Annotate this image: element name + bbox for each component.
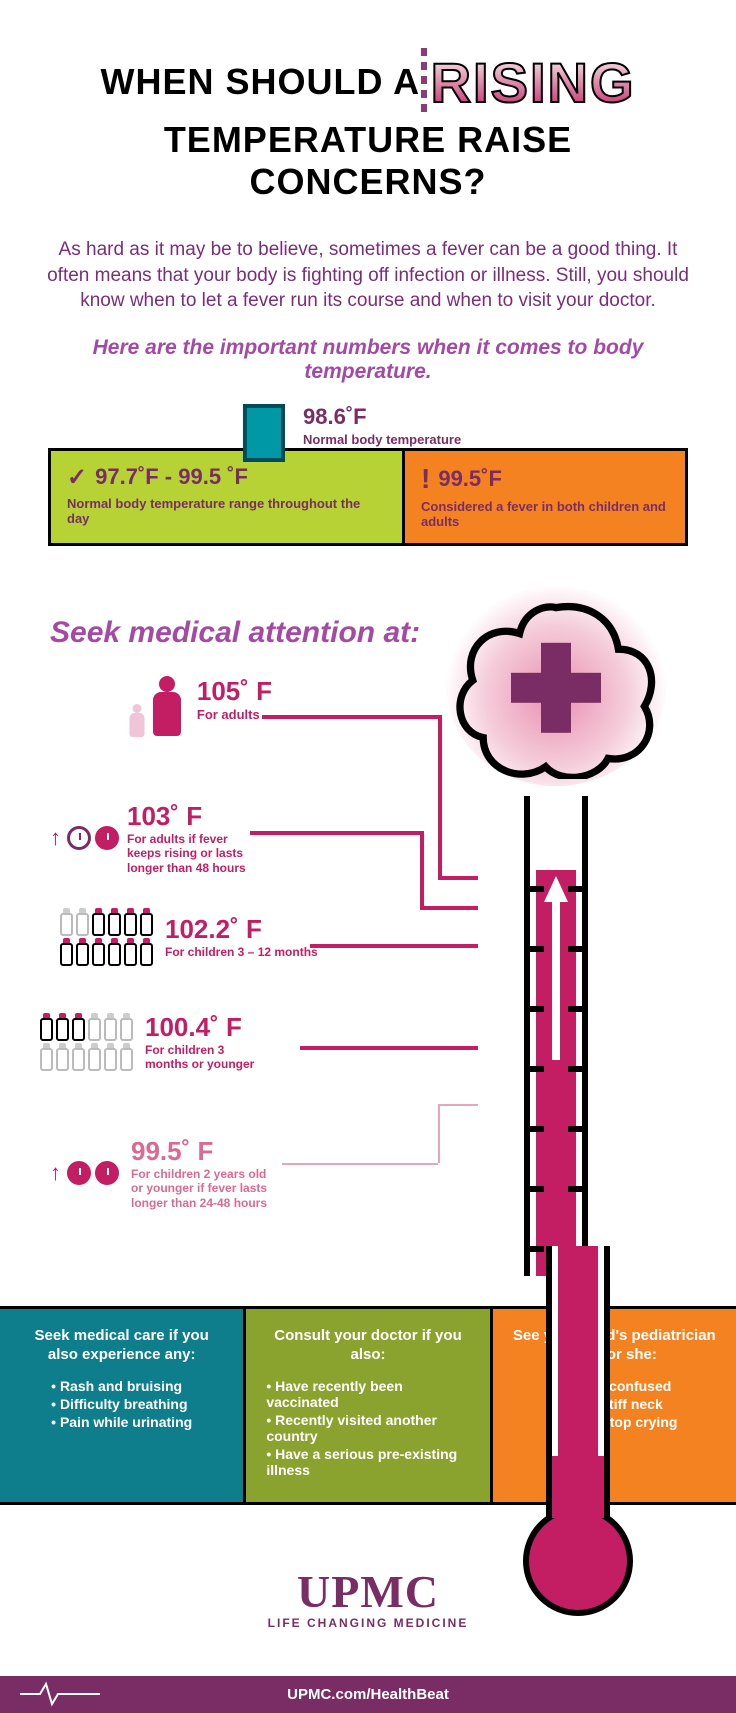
thermometer-bulb [523, 1506, 633, 1616]
range-fever-desc: Considered a fever in both children and … [421, 499, 669, 529]
advice-item: Pain while urinating [51, 1414, 192, 1430]
threshold-102: 102.2˚ F For children 3 – 12 months [60, 906, 320, 968]
title-part2: TEMPERATURE RAISE CONCERNS? [40, 119, 696, 203]
advice-item: Have a serious pre-existing illness [266, 1446, 469, 1478]
advice-item: Difficulty breathing [51, 1396, 192, 1412]
advice-list: Rash and bruising Difficulty breathing P… [51, 1376, 192, 1432]
title-part1: WHEN SHOULD A [100, 61, 420, 102]
seek-section: Seek medical attention at: [0, 546, 736, 1306]
advice-box-pediatrician: See your child's pediatrician if he or s… [493, 1309, 736, 1503]
advice-box-medical: Seek medical care if you also experience… [0, 1309, 246, 1503]
clock-fill-icon [95, 1161, 119, 1185]
intro-paragraph: As hard as it may be to believe, sometim… [0, 213, 736, 322]
temp-value: 102.2˚ F [165, 914, 318, 945]
range-normal-desc: Normal body temperature range throughout… [67, 496, 386, 526]
check-icon: ✓ [67, 463, 87, 492]
bottle-grid-icon [60, 906, 153, 968]
advice-heading: See your child's pediatrician if he or s… [513, 1327, 716, 1365]
footer-url: UPMC.com/HealthBeat [287, 1686, 449, 1703]
advice-heading: Consult your doctor if you also: [266, 1327, 469, 1365]
range-row: ✓ 97.7˚F - 99.5 ˚F Normal body temperatur… [48, 448, 688, 546]
advice-item: Have recently been vaccinated [266, 1378, 469, 1410]
advice-item: Rash and bruising [51, 1378, 192, 1394]
advice-item: Recently visited another country [266, 1412, 469, 1444]
title-block: WHEN SHOULD A RISING TEMPERATURE RAISE C… [0, 0, 736, 213]
temp-value: 99.5˚ F [131, 1136, 281, 1167]
logo-tagline: LIFE CHANGING MEDICINE [0, 1616, 736, 1630]
temp-who: For children 3 – 12 months [165, 945, 318, 959]
normal-temp-marker [243, 404, 285, 462]
range-section: 98.6˚F Normal body temperature ✓97.7˚F -… [48, 448, 688, 546]
advice-row: Seek medical care if you also experience… [0, 1306, 736, 1506]
thermometer-tube [524, 796, 588, 1276]
temp-who: For adults [197, 707, 272, 722]
normal-temp-value: 98.6˚F [303, 404, 461, 430]
ecg-icon [20, 1678, 100, 1710]
bottle-grid-icon [40, 1011, 133, 1073]
range-box-fever: ! 99.5˚F Considered a fever in both child… [405, 451, 685, 543]
up-arrow-icon: ↑ [50, 1160, 61, 1186]
clock-fill-icon [95, 826, 119, 850]
advice-box-doctor: Consult your doctor if you also: Have re… [246, 1309, 492, 1503]
up-arrow-icon: ↑ [50, 825, 61, 851]
threshold-103: ↑ 103˚ F For adults if fever keeps risin… [50, 801, 270, 875]
child-silhouette-icon [128, 704, 146, 738]
lower-section: Seek medical care if you also experience… [0, 1306, 736, 1671]
medical-cloud [446, 586, 666, 786]
range-fever-value: 99.5˚F [438, 466, 502, 492]
threshold-105: 105˚ F For adults [110, 676, 290, 743]
clock-fill-icon [67, 1161, 91, 1185]
clock-icon [67, 826, 91, 850]
temp-value: 103˚ F [127, 801, 257, 832]
adult-silhouette-icon [150, 676, 184, 738]
title-rising: RISING [431, 50, 636, 115]
footer-bar: UPMC.com/HealthBeat [0, 1676, 736, 1713]
advice-heading: Seek medical care if you also experience… [20, 1327, 223, 1365]
range-box-normal: ✓ 97.7˚F - 99.5 ˚F Normal body temperatur… [51, 451, 405, 543]
normal-temp-desc: Normal body temperature [303, 432, 461, 447]
alert-icon: ! [421, 463, 430, 495]
intro-emphasis: Here are the important numbers when it c… [0, 322, 736, 408]
range-normal-value: 97.7˚F - 99.5 ˚F [95, 464, 248, 490]
advice-list: Have recently been vaccinated Recently v… [266, 1376, 469, 1480]
threshold-99: ↑ 99.5˚ F For children 2 years old or yo… [50, 1136, 310, 1210]
temp-who: For adults if fever keeps rising or last… [127, 832, 257, 875]
threshold-100: 100.4˚ F For children 3 months or younge… [40, 1011, 310, 1073]
temp-value: 100.4˚ F [145, 1012, 255, 1043]
temp-who: For children 3 months or younger [145, 1043, 255, 1072]
infographic-page: WHEN SHOULD A RISING TEMPERATURE RAISE C… [0, 0, 736, 1713]
temp-value: 105˚ F [197, 676, 272, 707]
temp-who: For children 2 years old or younger if f… [131, 1167, 281, 1210]
medical-cross-icon [511, 643, 601, 733]
normal-temp-label: 98.6˚F Normal body temperature [303, 404, 461, 447]
thermometer-graphic [446, 586, 666, 786]
